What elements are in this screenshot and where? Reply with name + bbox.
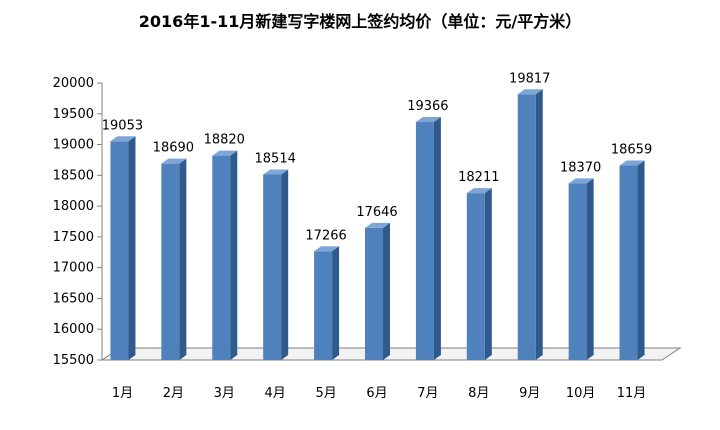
bar-front bbox=[263, 174, 282, 360]
bar-side bbox=[383, 222, 390, 360]
bar-front bbox=[415, 122, 434, 361]
bar-front bbox=[212, 155, 231, 360]
bar bbox=[314, 246, 340, 360]
bar-side bbox=[484, 188, 492, 360]
y-tick-label: 20000 bbox=[53, 76, 94, 91]
x-tick-label: 10月 bbox=[566, 386, 596, 401]
bar-top bbox=[619, 160, 645, 166]
data-label: 17646 bbox=[356, 205, 397, 220]
bar bbox=[568, 178, 594, 360]
data-label: 19366 bbox=[407, 99, 448, 114]
bar-side bbox=[281, 169, 289, 360]
bar bbox=[466, 188, 492, 360]
data-label: 18211 bbox=[458, 170, 499, 185]
bar-top bbox=[415, 117, 441, 123]
x-tick-label: 8月 bbox=[468, 386, 489, 401]
bar-top bbox=[212, 150, 238, 156]
bar-front bbox=[466, 193, 485, 360]
chart-title: 2016年1-11月新建写字楼网上签约均价（单位：元/平方米） bbox=[138, 12, 582, 31]
bar-top bbox=[517, 89, 543, 95]
bar-side bbox=[433, 117, 441, 361]
bar-side bbox=[128, 136, 136, 360]
bar-front bbox=[161, 163, 180, 360]
bar bbox=[619, 160, 645, 360]
bar-front bbox=[110, 141, 129, 360]
bar-side bbox=[179, 158, 187, 360]
bar bbox=[365, 222, 390, 360]
x-tick-label: 6月 bbox=[366, 386, 387, 401]
data-label: 19053 bbox=[102, 118, 143, 133]
bar-top bbox=[314, 246, 340, 252]
bar-top bbox=[568, 178, 594, 184]
y-tick-label: 18500 bbox=[53, 168, 94, 183]
y-tick-label: 19500 bbox=[53, 107, 94, 122]
x-tick-label: 3月 bbox=[214, 386, 235, 401]
data-label: 19817 bbox=[509, 71, 550, 86]
y-tick-label: 17500 bbox=[53, 230, 94, 245]
labels: 19053 1月 18690 2月 18820 3月 18514 4月 17266 5月 17646… bbox=[102, 71, 652, 401]
bar bbox=[212, 150, 238, 360]
y-tick-label: 15500 bbox=[53, 353, 94, 368]
bar-side bbox=[332, 246, 340, 360]
bar-side bbox=[230, 150, 238, 360]
y-tick-label: 16000 bbox=[53, 322, 94, 337]
x-tick-label: 4月 bbox=[265, 386, 286, 401]
bar-side bbox=[637, 160, 645, 360]
bar-front bbox=[619, 165, 638, 360]
bar-top bbox=[263, 169, 289, 175]
bar-front bbox=[365, 227, 383, 360]
bar bbox=[517, 89, 543, 361]
bar-front bbox=[517, 94, 536, 361]
data-label: 18514 bbox=[255, 151, 296, 166]
bar-front bbox=[568, 183, 587, 360]
x-tick-label: 5月 bbox=[315, 386, 336, 401]
bar bbox=[161, 158, 187, 360]
bar bbox=[110, 136, 136, 360]
y-tick-label: 18000 bbox=[53, 199, 94, 214]
bar bbox=[263, 169, 289, 360]
y-tick-label: 19000 bbox=[53, 138, 94, 153]
data-label: 18690 bbox=[153, 141, 194, 156]
bar-front bbox=[314, 251, 333, 360]
data-label: 18659 bbox=[611, 143, 652, 158]
y-tick-label: 16500 bbox=[53, 291, 94, 306]
x-tick-label: 7月 bbox=[417, 386, 438, 401]
y-tick-label: 17000 bbox=[53, 261, 94, 276]
bar bbox=[415, 117, 441, 361]
bar-top bbox=[161, 158, 187, 164]
bar-top bbox=[365, 222, 390, 228]
bar-side bbox=[586, 178, 594, 360]
data-label: 18820 bbox=[204, 133, 245, 148]
bar-top bbox=[466, 188, 492, 194]
data-label: 17266 bbox=[305, 228, 346, 243]
x-tick-label: 1月 bbox=[112, 386, 133, 401]
bars bbox=[110, 89, 645, 361]
x-tick-label: 9月 bbox=[519, 386, 540, 401]
x-tick-label: 11月 bbox=[617, 386, 647, 401]
bar-side bbox=[535, 89, 543, 361]
bar-top bbox=[110, 136, 136, 142]
data-label: 18370 bbox=[560, 160, 601, 175]
x-tick-label: 2月 bbox=[163, 386, 184, 401]
